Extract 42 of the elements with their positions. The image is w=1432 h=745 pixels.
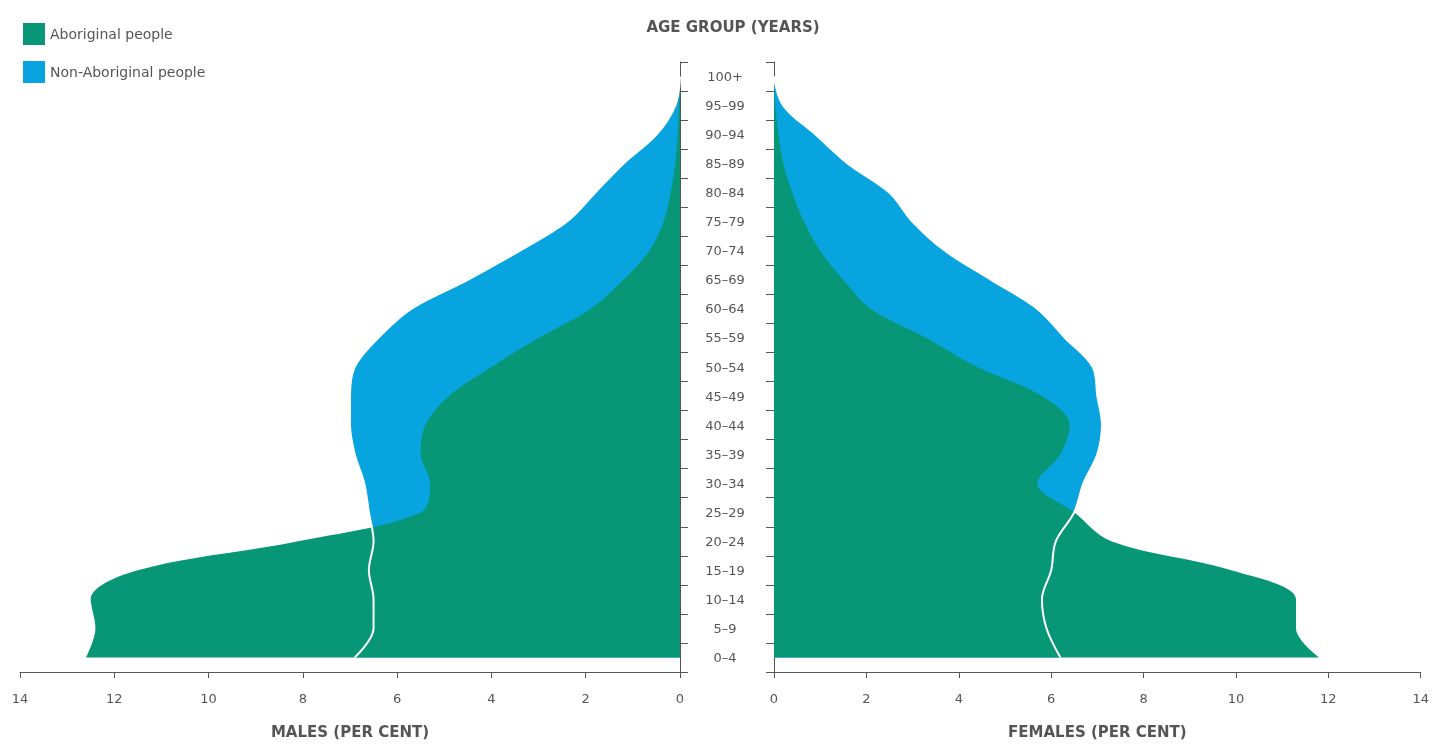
legend-label: Aboriginal people bbox=[50, 26, 173, 42]
y-tick-label: 75–79 bbox=[705, 214, 745, 230]
x-tick-label: 12 bbox=[106, 691, 123, 706]
x-tick-label: 14 bbox=[1412, 691, 1429, 706]
y-tick-label: 30–34 bbox=[705, 475, 745, 491]
x-tick-label: 6 bbox=[1047, 691, 1056, 706]
y-tick-label: 15–19 bbox=[705, 562, 745, 578]
y-tick-label: 10–14 bbox=[705, 591, 745, 607]
x-tick-label: 10 bbox=[200, 691, 217, 706]
y-tick-label: 100+ bbox=[707, 69, 743, 85]
y-tick-label: 60–64 bbox=[705, 301, 745, 317]
y-tick-label: 65–69 bbox=[705, 272, 745, 288]
y-tick-label: 35–39 bbox=[705, 446, 745, 462]
y-tick-label: 85–89 bbox=[705, 156, 745, 172]
x-axis-title: MALES (PER CENT) bbox=[270, 722, 430, 741]
y-axis-title: AGE GROUP (YEARS) bbox=[646, 17, 820, 36]
y-tick-label: 55–59 bbox=[705, 330, 745, 346]
y-tick-label: 25–29 bbox=[705, 504, 745, 520]
x-tick-label: 0 bbox=[675, 691, 685, 706]
x-axis-title: FEMALES (PER CENT) bbox=[1008, 722, 1187, 741]
x-tick-label: 12 bbox=[1320, 691, 1337, 706]
x-tick-label: 6 bbox=[393, 691, 402, 706]
x-tick-label: 4 bbox=[487, 691, 496, 706]
x-tick-label: 8 bbox=[298, 691, 307, 706]
legend-label: Non-Aboriginal people bbox=[50, 64, 206, 80]
y-tick-label: 45–49 bbox=[705, 388, 745, 404]
y-tick-label: 50–54 bbox=[705, 359, 745, 375]
x-tick-label: 8 bbox=[1139, 691, 1148, 706]
y-tick-label: 90–94 bbox=[705, 127, 745, 143]
y-tick-label: 95–99 bbox=[705, 98, 745, 114]
x-tick-label: 2 bbox=[581, 691, 590, 706]
x-tick-label: 14 bbox=[11, 691, 29, 706]
x-tick-label: 2 bbox=[862, 691, 871, 706]
x-tick-label: 4 bbox=[954, 691, 963, 706]
y-tick-label: 70–74 bbox=[705, 243, 745, 259]
y-tick-label: 5–9 bbox=[713, 620, 737, 636]
y-tick-label: 0–4 bbox=[713, 649, 737, 665]
y-tick-label: 20–24 bbox=[705, 533, 745, 549]
y-tick-label: 80–84 bbox=[705, 185, 745, 201]
x-tick-label: 10 bbox=[1227, 691, 1245, 706]
x-tick-label: 0 bbox=[769, 691, 779, 706]
y-tick-label: 40–44 bbox=[705, 417, 745, 433]
